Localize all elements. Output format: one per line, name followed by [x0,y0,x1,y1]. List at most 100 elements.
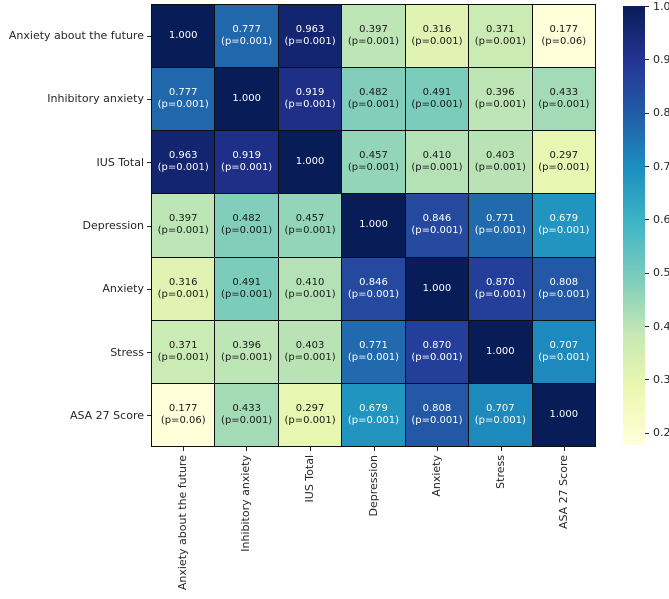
cell-p-value: (p=0.001) [347,351,400,363]
cell-p-value: (p=0.001) [347,36,400,48]
y-tick-mark [147,415,151,416]
cell-correlation-value: 0.870 [486,276,515,288]
cell-correlation-value: 0.403 [295,339,325,351]
colorbar-tick-mark [645,6,649,7]
heatmap-cell: 0.457 (p=0.001) [278,194,342,257]
cell-p-value: (p=0.001) [284,414,336,426]
heatmap-cell: 0.316 (p=0.001) [405,5,469,68]
cell-p-value: (p=0.06) [541,36,587,48]
cell-p-value: (p=0.001) [474,225,526,237]
heatmap-cell: 0.482 (p=0.001) [342,68,405,131]
heatmap-cell: 0.777 (p=0.001) [215,5,278,68]
cell-p-value: (p=0.001) [474,36,526,48]
cell-p-value: (p=0.001) [538,225,590,237]
cell-correlation-value: 0.410 [422,150,452,162]
heatmap-cell: 1.000 [215,68,278,131]
cell-correlation-value: 0.433 [232,402,261,414]
cell-correlation-value: 0.679 [549,213,579,225]
cell-p-value: (p=0.001) [221,36,273,48]
heatmap-cell: 0.403 (p=0.001) [469,131,532,194]
cell-p-value: (p=0.001) [157,288,209,300]
cell-correlation-value: 0.371 [168,339,198,351]
y-tick-label: Depression [82,219,145,232]
heatmap-cell: 0.433 (p=0.001) [215,383,278,446]
y-tick-mark [147,99,151,100]
cell-correlation-value: 0.777 [168,87,198,99]
cell-correlation-value: 0.457 [359,150,388,162]
cell-correlation-value: 0.177 [168,402,198,414]
colorbar-tick-mark [645,113,649,114]
x-tick-mark [246,447,247,451]
heatmap-cell: 0.846 (p=0.001) [405,194,469,257]
heatmap-cell: 0.410 (p=0.001) [278,257,342,320]
cell-correlation-value: 0.707 [486,402,515,414]
colorbar-tick-label: 0.8 [653,106,669,119]
y-tick-label: Anxiety about the future [8,29,144,42]
colorbar-tick-label: 1.0 [653,0,669,13]
cell-p-value: (p=0.001) [411,225,463,237]
cell-p-value: (p=0.001) [538,288,590,300]
cell-correlation-value: 0.963 [295,24,325,36]
y-tick-mark [147,352,151,353]
colorbar-tick-mark [645,59,649,60]
cell-correlation-value: 0.396 [232,339,261,351]
cell-correlation-value: 0.919 [232,150,261,162]
cell-correlation-value: 0.771 [359,339,388,351]
cell-p-value: (p=0.001) [157,99,209,111]
cell-correlation-value: 0.870 [422,339,452,351]
cell-correlation-value: 0.482 [232,213,261,225]
y-tick-mark [147,226,151,227]
cell-correlation-value: 1.000 [168,30,198,42]
x-tick-label: Stress [494,455,507,489]
cell-correlation-value: 0.679 [359,402,388,414]
x-tick-mark [374,447,375,451]
cell-p-value: (p=0.001) [221,225,273,237]
heatmap-cell: 0.808 (p=0.001) [532,257,595,320]
cell-p-value: (p=0.001) [411,99,463,111]
heatmap-cell: 0.919 (p=0.001) [215,131,278,194]
cell-p-value: (p=0.001) [411,162,463,174]
colorbar-tick-label: 0.7 [653,160,669,173]
x-tick-mark [183,447,184,451]
heatmap-cell: 0.679 (p=0.001) [342,383,405,446]
cell-correlation-value: 1.000 [422,282,452,294]
y-tick-label: Inhibitory anxiety [47,92,144,105]
cell-correlation-value: 0.491 [422,87,452,99]
cell-p-value: (p=0.001) [284,288,336,300]
heatmap-cell: 0.396 (p=0.001) [215,320,278,383]
heatmap-cell: 0.707 (p=0.001) [532,320,595,383]
colorbar-tick-mark [645,219,649,220]
heatmap-cell: 0.177 (p=0.06) [532,5,595,68]
cell-p-value: (p=0.001) [284,36,336,48]
x-tick-label: Anxiety [430,455,443,497]
heatmap-cell: 0.396 (p=0.001) [469,68,532,131]
cell-correlation-value: 0.707 [549,339,579,351]
cell-p-value: (p=0.001) [474,99,526,111]
heatmap-cell: 0.771 (p=0.001) [469,194,532,257]
cell-correlation-value: 0.177 [549,24,579,36]
heatmap-cell: 0.316 (p=0.001) [152,257,215,320]
heatmap-cell: 0.846 (p=0.001) [342,257,405,320]
cell-correlation-value: 0.433 [549,87,579,99]
heatmap-cell: 0.297 (p=0.001) [532,131,595,194]
cell-p-value: (p=0.001) [284,99,336,111]
cell-correlation-value: 0.919 [295,87,325,99]
cell-p-value: (p=0.06) [160,414,206,426]
heatmap-cell: 0.433 (p=0.001) [532,68,595,131]
cell-correlation-value: 0.397 [359,24,388,36]
y-tick-label: Stress [110,346,144,359]
cell-p-value: (p=0.001) [474,414,526,426]
x-tick-label: Depression [367,455,380,517]
colorbar-tick-label: 0.5 [653,266,669,279]
cell-correlation-value: 1.000 [486,345,515,357]
colorbar-tick-mark [645,166,649,167]
cell-p-value: (p=0.001) [221,288,273,300]
heatmap-cell: 0.771 (p=0.001) [342,320,405,383]
heatmap-cell: 0.371 (p=0.001) [469,5,532,68]
colorbar-tick-mark [645,273,649,274]
cell-correlation-value: 0.808 [549,276,579,288]
cell-p-value: (p=0.001) [157,225,209,237]
cell-correlation-value: 0.963 [168,150,198,162]
cell-correlation-value: 0.397 [168,213,198,225]
